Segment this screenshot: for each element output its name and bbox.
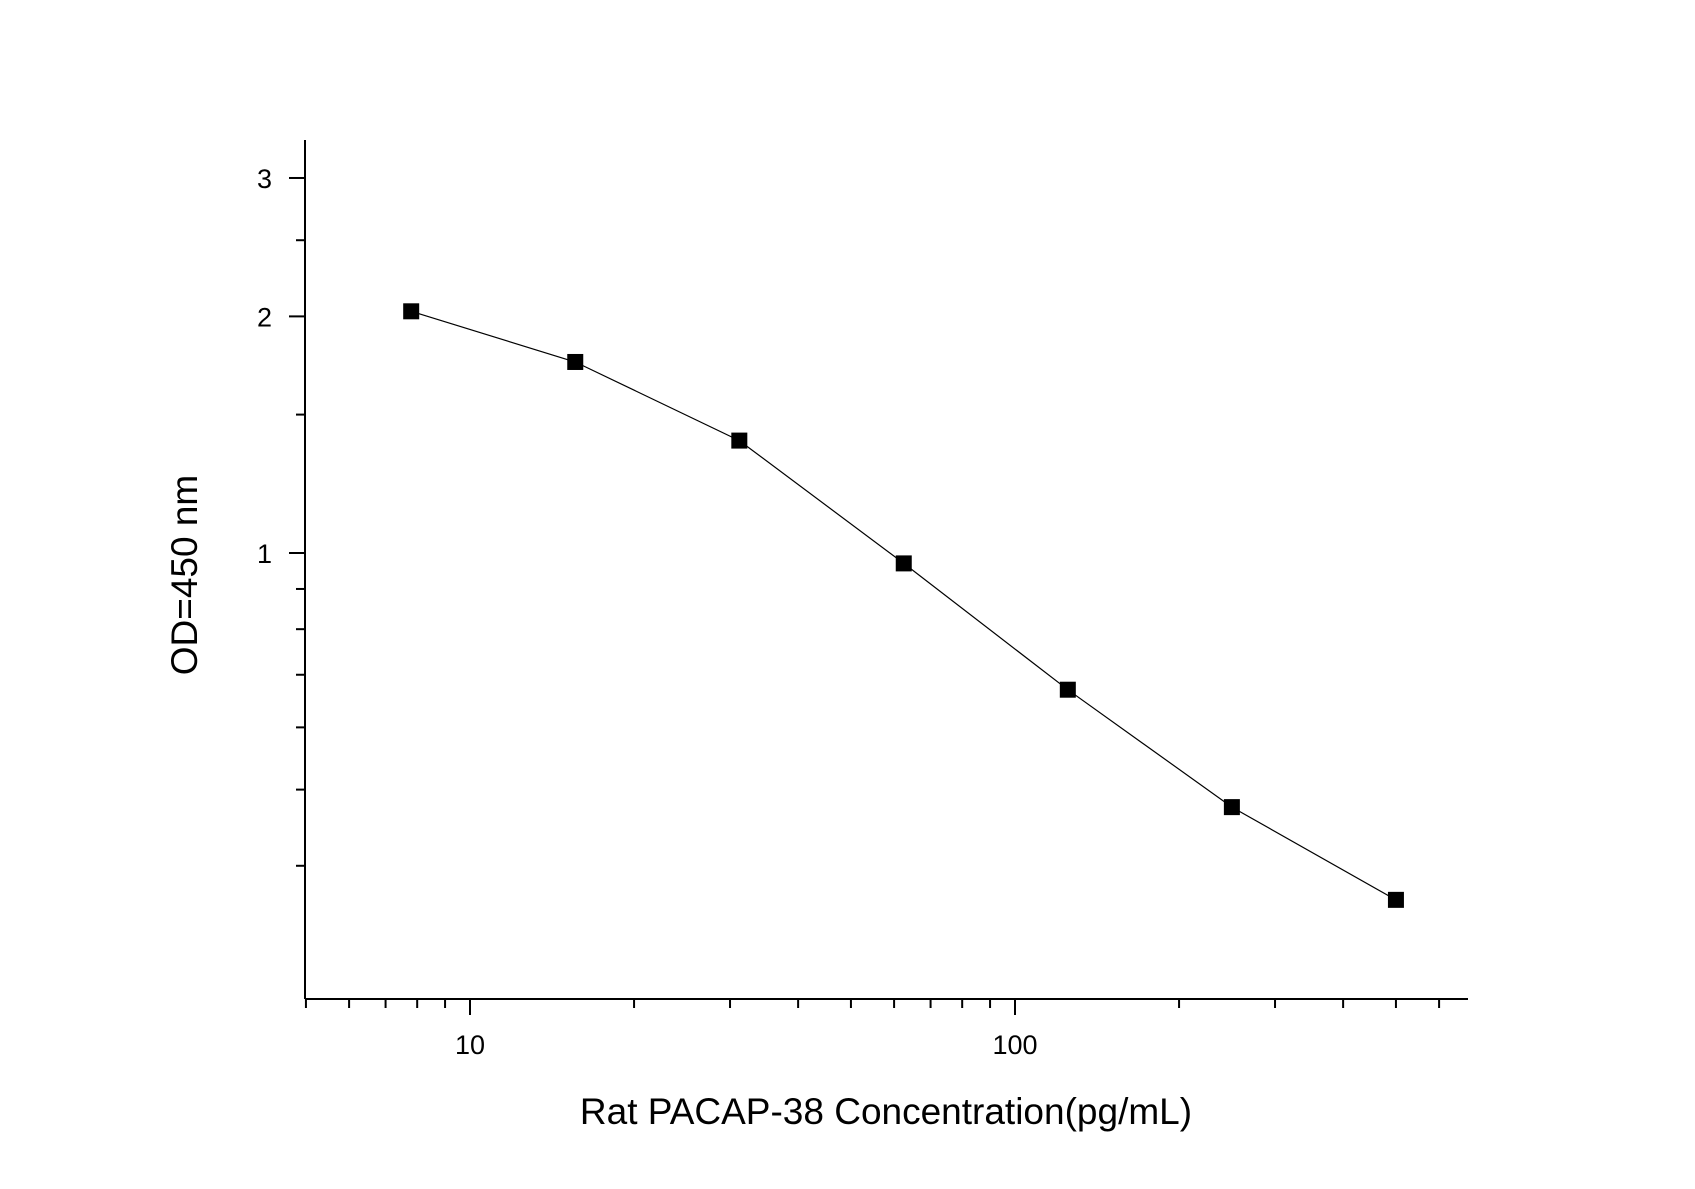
data-point [403,303,420,320]
minor-ticks [296,239,1441,1008]
markers-layer [403,303,1404,908]
data-point [1059,681,1076,698]
y-axis-title: OD=450 nm [164,475,205,676]
y-tick-label: 1 [257,539,272,569]
data-point [567,353,584,370]
data-point [731,432,748,449]
x-tick-label: 100 [992,1030,1037,1060]
x-axis-title: Rat PACAP-38 Concentration(pg/mL) [580,1091,1192,1132]
major-ticks [289,176,1016,1015]
series-line [411,310,1397,901]
y-tick-label: 2 [257,302,272,332]
series-line-layer [411,310,1397,901]
y-tick-label: 3 [257,164,272,194]
x-tick-label: 10 [455,1030,485,1060]
data-point [895,555,912,572]
data-point [1223,799,1240,816]
data-point [1387,891,1404,908]
